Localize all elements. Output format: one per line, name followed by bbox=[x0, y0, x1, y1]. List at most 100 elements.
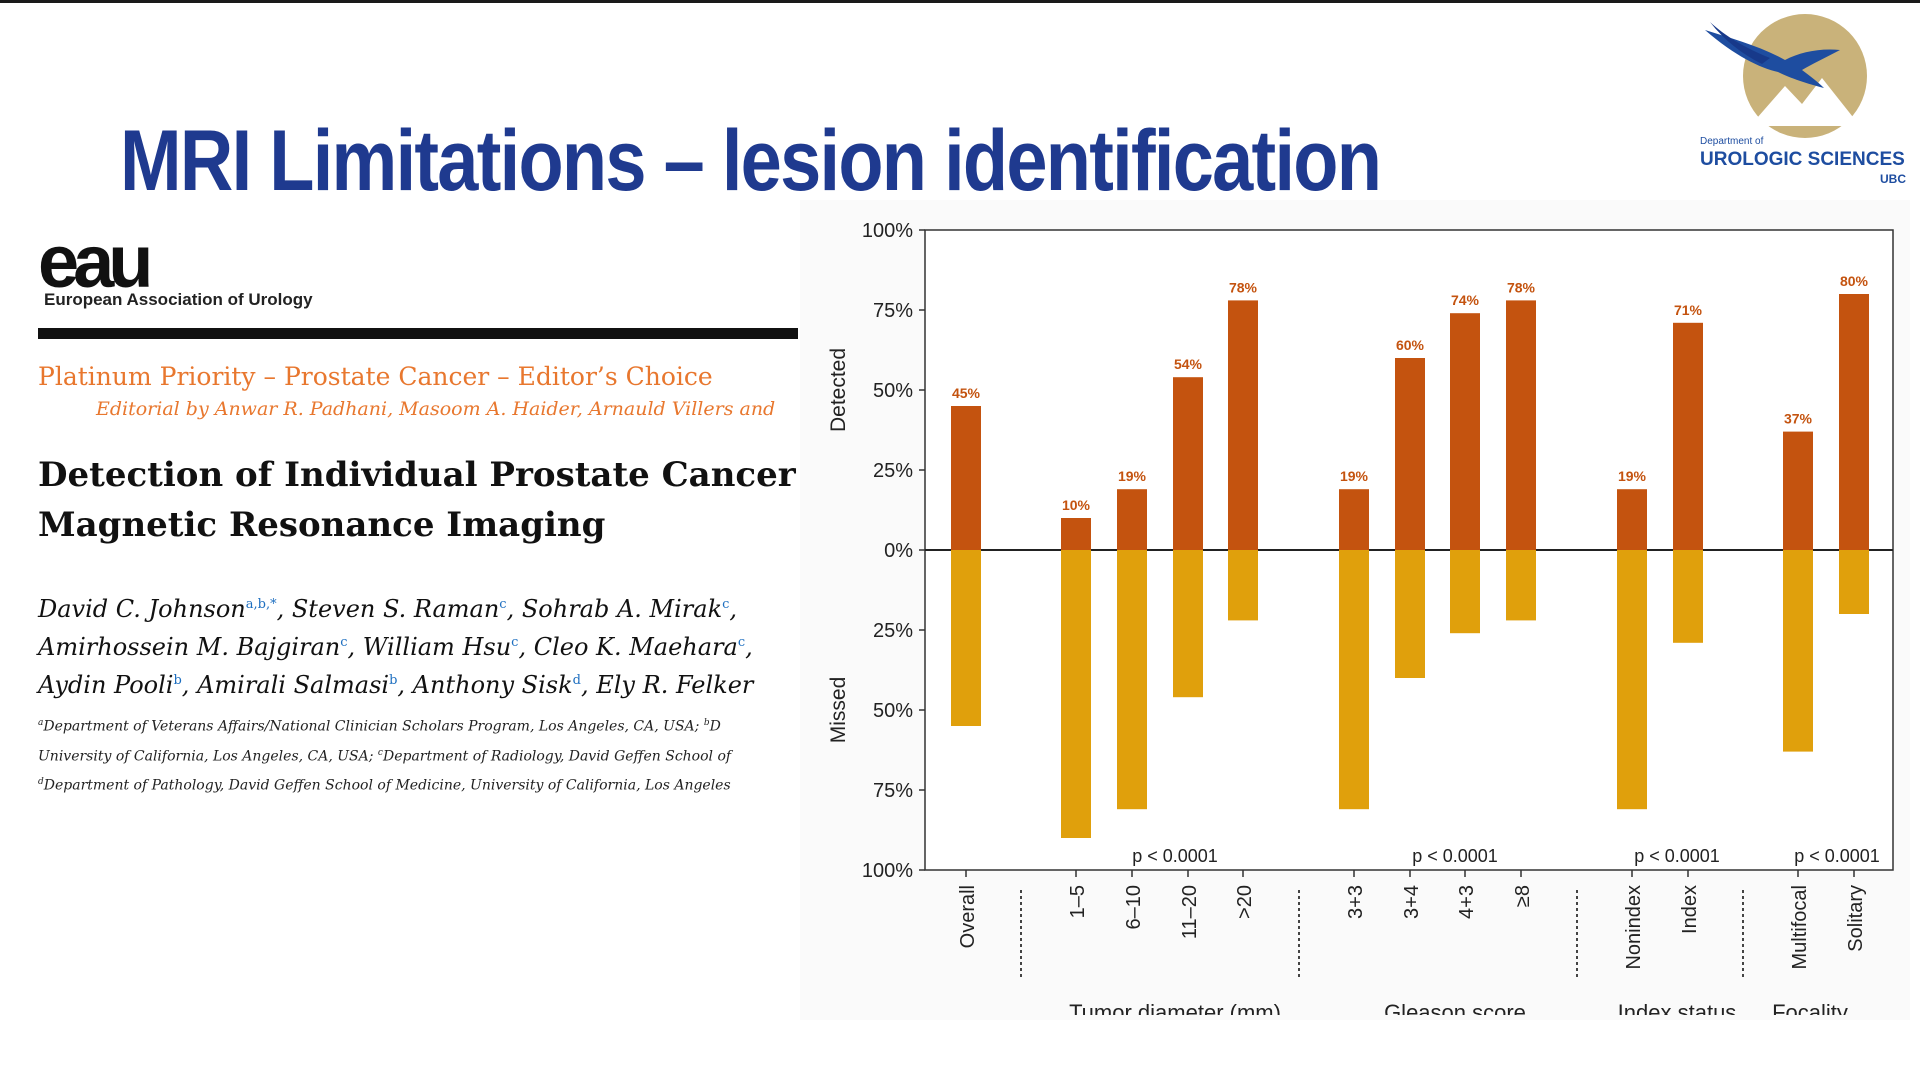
bar-missed bbox=[1228, 550, 1258, 621]
bar-detected bbox=[1783, 431, 1813, 550]
author-name: Amirhossein M. Bajgiran bbox=[38, 633, 341, 661]
group-p-value: p < 0.0001 bbox=[1794, 846, 1880, 866]
paper-title-line2: Magnetic Resonance Imaging bbox=[38, 505, 606, 545]
group-label: Focality bbox=[1772, 1000, 1848, 1015]
x-tick-label: Nonindex bbox=[1623, 885, 1645, 970]
affiliation-mark: a bbox=[38, 718, 44, 728]
bar-detected bbox=[951, 406, 981, 550]
paper-title-line1: Detection of Individual Prostate Cancer … bbox=[38, 455, 798, 495]
paper-title: Detection of Individual Prostate Cancer … bbox=[38, 450, 798, 550]
x-tick-label: Overall bbox=[957, 885, 979, 948]
author-name: Amirali Salmasi bbox=[197, 671, 390, 699]
author-affiliation-mark: c bbox=[499, 597, 507, 612]
author-affiliation-mark: c bbox=[340, 635, 348, 650]
x-tick-label: 3+3 bbox=[1345, 885, 1367, 919]
author-affiliation-mark: c bbox=[737, 635, 746, 650]
y-tick-label: 100% bbox=[862, 860, 913, 882]
bar-value-label: 78% bbox=[1507, 279, 1536, 295]
y-tick-label: 25% bbox=[873, 460, 913, 482]
bar-detected bbox=[1395, 358, 1425, 550]
bar-value-label: 19% bbox=[1118, 468, 1147, 484]
bar-missed bbox=[1839, 550, 1869, 614]
bar-value-label: 19% bbox=[1340, 468, 1369, 484]
author-affiliation-mark: b bbox=[389, 673, 398, 688]
author-line: David C. Johnsona,b,*, Steven S. Ramanc,… bbox=[38, 595, 738, 623]
x-tick-label: Multifocal bbox=[1789, 885, 1811, 969]
bar-value-label: 80% bbox=[1840, 273, 1869, 289]
author-affiliation-mark: b bbox=[173, 673, 182, 688]
bar-detected bbox=[1339, 489, 1369, 550]
author-name: Steven S. Raman bbox=[291, 595, 500, 623]
bar-value-label: 45% bbox=[952, 385, 981, 401]
affiliation-text: University of California, Los Angeles, C… bbox=[38, 748, 378, 765]
author-name: Ely R. Felker bbox=[596, 671, 754, 699]
slide-title: MRI Limitations – lesion identification bbox=[120, 113, 1382, 209]
author-name: William Hsu bbox=[362, 633, 512, 661]
group-label: Index status bbox=[1618, 1000, 1737, 1015]
affiliation-mark: b bbox=[703, 718, 710, 728]
bar-value-label: 10% bbox=[1062, 497, 1091, 513]
y-label-detected: Detected bbox=[827, 348, 850, 432]
header-rule bbox=[38, 328, 798, 339]
bar-detected bbox=[1117, 489, 1147, 550]
author-line: Amirhossein M. Bajgiranc, William Hsuc, … bbox=[38, 633, 753, 661]
paper-excerpt: eau European Association of Urology Plat… bbox=[0, 190, 798, 890]
affiliation-line: dDepartment of Pathology, David Geffen S… bbox=[38, 769, 731, 799]
author-name: David C. Johnson bbox=[38, 595, 246, 623]
urologic-sciences-logo: Department of UROLOGIC SCIENCES UBC bbox=[1690, 8, 1915, 193]
top-border bbox=[0, 0, 1920, 3]
affiliation-line: aDepartment of Veterans Affairs/National… bbox=[38, 710, 731, 740]
affiliation-text: D bbox=[709, 718, 721, 735]
bar-missed bbox=[1783, 550, 1813, 752]
author-name: Anthony Sisk bbox=[412, 671, 573, 699]
group-p-value: p < 0.0001 bbox=[1634, 846, 1720, 866]
y-tick-label: 25% bbox=[873, 620, 913, 642]
y-tick-label: 50% bbox=[873, 700, 913, 722]
logo-name: UROLOGIC SCIENCES bbox=[1700, 149, 1905, 170]
affiliation-line: University of California, Los Angeles, C… bbox=[38, 740, 731, 770]
bar-missed bbox=[951, 550, 981, 726]
group-p-value: p < 0.0001 bbox=[1132, 846, 1218, 866]
affiliation-text: Department of Radiology, David Geffen Sc… bbox=[382, 748, 732, 765]
paper-authors: David C. Johnsona,b,*, Steven S. Ramanc,… bbox=[38, 588, 753, 702]
group-label: Gleason score bbox=[1384, 1000, 1526, 1015]
bar-value-label: 60% bbox=[1396, 337, 1425, 353]
paper-affiliations: aDepartment of Veterans Affairs/National… bbox=[38, 710, 731, 799]
author-name: Sohrab A. Mirak bbox=[521, 595, 723, 623]
author-line: Aydin Poolib, Amirali Salmasib, Anthony … bbox=[38, 671, 754, 699]
bar-value-label: 37% bbox=[1784, 411, 1813, 427]
bar-value-label: 74% bbox=[1451, 292, 1480, 308]
bar-detected bbox=[1173, 377, 1203, 550]
group-p-value: p < 0.0001 bbox=[1412, 846, 1498, 866]
author-affiliation-mark: c bbox=[722, 597, 730, 612]
x-tick-label: >20 bbox=[1234, 885, 1256, 919]
x-tick-label: Index bbox=[1679, 885, 1701, 934]
y-tick-label: 0% bbox=[884, 540, 913, 562]
affiliation-text: Department of Pathology, David Geffen Sc… bbox=[43, 777, 731, 794]
bar-value-label: 54% bbox=[1174, 356, 1203, 372]
x-tick-label: 4+3 bbox=[1456, 885, 1478, 919]
group-label: Tumor diameter (mm) bbox=[1069, 1000, 1281, 1015]
detection-bar-chart: 100% 75% 50% 25% 0% 25% 50% 75% 100% Detected Miss… bbox=[827, 220, 1894, 1015]
bar-missed bbox=[1117, 550, 1147, 810]
logo-abbr: UBC bbox=[1880, 172, 1906, 186]
affiliation-mark: c bbox=[377, 747, 383, 758]
bar-missed bbox=[1395, 550, 1425, 678]
bar-value-label: 19% bbox=[1618, 468, 1647, 484]
bar-detected bbox=[1506, 300, 1536, 550]
author-affiliation-mark: a,b,* bbox=[245, 597, 277, 612]
author-affiliation-mark: c bbox=[511, 635, 519, 650]
bar-missed bbox=[1450, 550, 1480, 634]
x-tick-label: ≥8 bbox=[1512, 885, 1534, 907]
bar-detected bbox=[1228, 300, 1258, 550]
bar-detected bbox=[1450, 313, 1480, 550]
bar-detected bbox=[1839, 294, 1869, 550]
y-tick-label: 75% bbox=[873, 300, 913, 322]
y-tick-label: 100% bbox=[862, 220, 913, 242]
bar-missed bbox=[1173, 550, 1203, 698]
eau-name: European Association of Urology bbox=[44, 290, 313, 309]
affiliation-text: Department of Veterans Affairs/National … bbox=[43, 718, 704, 735]
bar-value-label: 71% bbox=[1674, 302, 1703, 318]
x-tick-label: 3+4 bbox=[1401, 885, 1423, 919]
bar-missed bbox=[1339, 550, 1369, 810]
